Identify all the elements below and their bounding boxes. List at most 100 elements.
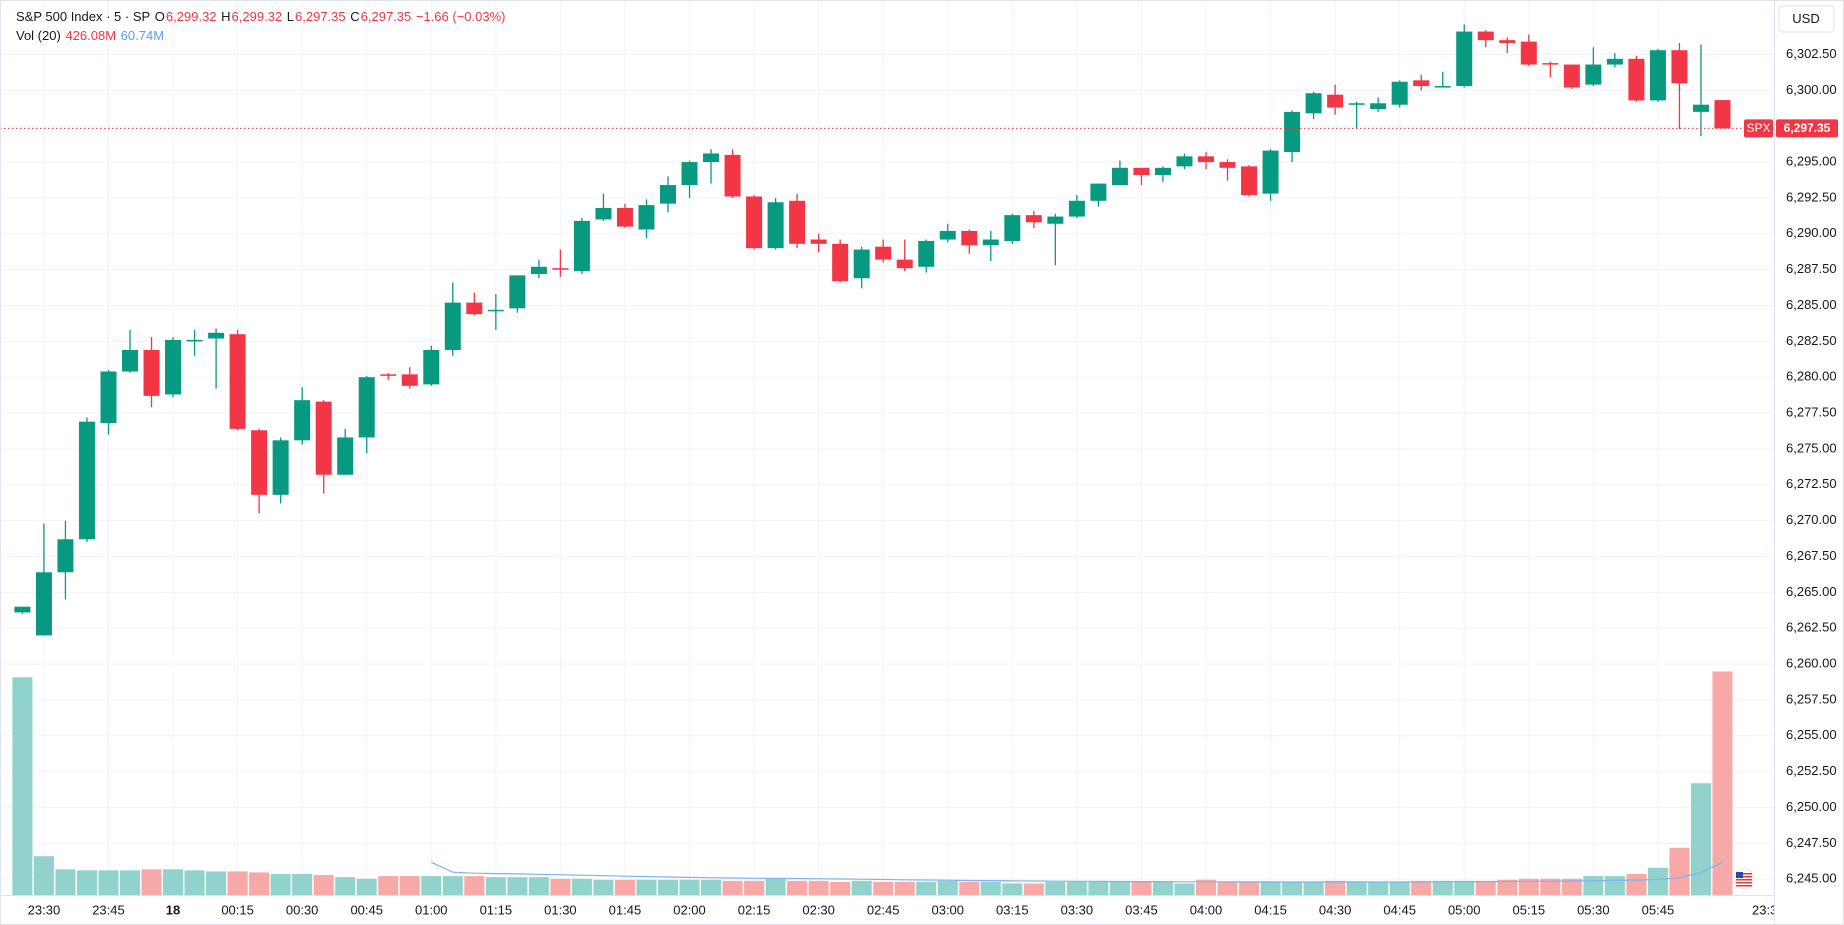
y-tick-label: 6,272.50	[1786, 476, 1837, 491]
volume-bar	[163, 869, 184, 895]
volume-bar	[33, 856, 54, 895]
candle-body	[1262, 150, 1279, 194]
y-tick-label: 6,280.00	[1786, 369, 1837, 384]
volume-bar	[1690, 783, 1711, 895]
candle-body	[1327, 94, 1344, 108]
y-tick-label: 6,292.50	[1786, 189, 1837, 204]
y-tick-label: 6,262.50	[1786, 620, 1837, 635]
volume-bar	[1174, 883, 1195, 895]
volume-bar	[1239, 881, 1260, 895]
candle-body	[616, 207, 633, 227]
volume-bar	[873, 881, 894, 895]
candle-body	[853, 249, 870, 279]
candle-body	[638, 205, 655, 230]
volume-value: 426.08M	[65, 28, 117, 43]
volume-bar	[937, 880, 958, 895]
flag-stripe	[1736, 885, 1752, 887]
volume-bar	[959, 881, 980, 895]
x-tick-label: 00:30	[286, 902, 319, 917]
candle-body	[1176, 156, 1193, 167]
candle-body	[1477, 31, 1494, 41]
candle-body	[122, 349, 138, 372]
x-tick-label: 04:15	[1254, 902, 1287, 917]
candle-body	[1671, 50, 1688, 84]
y-tick-label: 6,257.50	[1786, 691, 1837, 706]
legend: S&P 500 Index · 5 · SP O6,299.32 H6,299.…	[16, 7, 507, 45]
volume-bar	[1454, 880, 1475, 895]
candle-body	[100, 371, 117, 424]
volume-bar	[851, 880, 872, 895]
candle-body	[14, 606, 31, 613]
volume-bar	[1066, 881, 1087, 895]
volume-bar	[830, 881, 851, 895]
candle-body	[939, 230, 956, 240]
x-tick-label: 02:45	[867, 902, 900, 917]
y-tick-label: 6,260.00	[1786, 656, 1837, 671]
low-label: L	[286, 9, 295, 24]
volume-bar	[1002, 883, 1023, 895]
volume-bar	[485, 877, 506, 895]
candles	[14, 24, 1731, 636]
volume-bar	[980, 881, 1001, 895]
x-tick-label: 23:30	[28, 902, 61, 917]
open-value: 6,299.32	[165, 9, 217, 24]
candle-body	[767, 202, 784, 249]
candle-body	[681, 162, 698, 186]
volume-bar	[1432, 880, 1453, 895]
candle-body	[724, 154, 741, 197]
y-tick-label: 6,270.00	[1786, 512, 1837, 527]
x-tick-label: 05:45	[1642, 902, 1675, 917]
volume-bar	[894, 881, 915, 895]
high-value: 6,299.32	[231, 9, 283, 24]
volume-bar	[1260, 881, 1281, 895]
volume-bar	[614, 879, 635, 895]
x-tick-label: 05:30	[1577, 902, 1610, 917]
candle-body	[1370, 103, 1387, 110]
candle-body	[660, 185, 676, 204]
candle-body	[746, 196, 763, 249]
x-tick-label: 04:00	[1190, 902, 1223, 917]
volume-bar	[1669, 847, 1690, 895]
volume-bar	[1475, 880, 1496, 895]
candle-body	[1606, 58, 1623, 65]
flag-stripe	[1736, 882, 1752, 884]
volume-bar	[335, 877, 356, 895]
volume-bar	[1518, 878, 1539, 895]
candle-body	[1456, 31, 1473, 87]
y-tick-label: 6,250.00	[1786, 799, 1837, 814]
candle-body	[961, 230, 978, 246]
y-tick-label: 6,295.00	[1786, 154, 1837, 169]
volume-bar	[528, 877, 549, 895]
candle-body	[896, 259, 913, 269]
volume-bar	[378, 876, 399, 895]
candle-body	[380, 374, 397, 376]
candle-body	[1434, 86, 1451, 88]
last-price-tag-bg	[1776, 119, 1838, 138]
candle-body	[78, 421, 95, 540]
candle-body	[1714, 100, 1731, 129]
volume-bar	[1712, 671, 1733, 895]
legend-row: Vol (20) 426.08M 60.74M	[16, 26, 507, 45]
candle-body	[1004, 215, 1021, 241]
volume-bar	[421, 876, 442, 895]
x-tick-label: 01:00	[415, 902, 448, 917]
grid	[0, 0, 1774, 895]
volume-bar	[808, 880, 829, 895]
volume-bar	[270, 874, 291, 895]
volume-bar	[1626, 874, 1647, 895]
y-tick-label: 6,275.00	[1786, 440, 1837, 455]
candle-body	[57, 539, 74, 573]
y-tick-label: 6,277.50	[1786, 405, 1837, 420]
x-tick-label: 04:30	[1319, 902, 1352, 917]
volume-bar	[507, 877, 528, 895]
candle-body	[444, 302, 461, 350]
candle-body	[1047, 216, 1064, 224]
candle-body	[294, 400, 311, 441]
volume-pane	[12, 671, 1733, 895]
currency-box	[1778, 5, 1835, 33]
volume-bar	[356, 878, 377, 895]
y-tick-label: 6,285.00	[1786, 297, 1837, 312]
volume-bar	[249, 872, 270, 895]
candle-body	[509, 275, 526, 309]
